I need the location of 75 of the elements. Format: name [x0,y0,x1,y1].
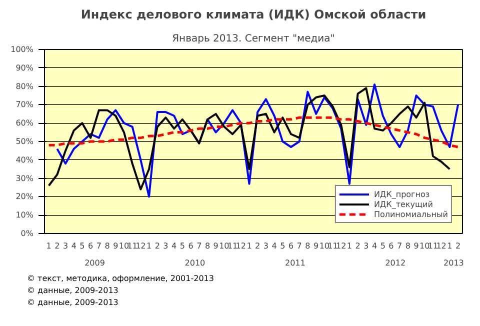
x-tick-label: 6 [188,242,194,250]
x-tick-label: 10 [219,242,230,250]
y-tick-label: 100% [10,45,34,54]
x-tick-label: 6 [388,242,394,250]
x-tick-label: 9 [314,242,319,250]
x-tick-label: 10 [118,242,130,250]
y-tick-label: 40% [16,155,34,164]
text: © данные, 2009-2013 [27,298,118,307]
x-tick-label: 9 [213,242,218,250]
x-tick-label: 4 [272,242,277,250]
x-tick-label: 8 [104,242,110,250]
x-tick-label: 12 [236,242,246,250]
x-tick-label: 11 [428,242,438,250]
x-tick-label: 9 [113,242,118,250]
x-tick-label: 12 [436,242,446,250]
x2-tick-label: 2013 [444,258,464,268]
legend-label: ИДК_текущий [374,199,433,209]
x-tick-label: 7 [196,242,202,250]
x-tick-label: 3 [364,242,369,250]
x-tick-label: 10 [319,242,330,250]
chart-subtitle: Январь 2013. Сегмент "медиа" [172,34,335,44]
y-tick-label: 60% [16,118,34,128]
legend-label: ИДК_прогноз [374,189,430,199]
y-tick-label: 30% [16,174,34,183]
x-tick-label: 5 [380,242,386,250]
x-tick-label: 1 [346,242,352,250]
x-tick-label: 8 [405,242,410,250]
x-tick-label: 6 [288,242,294,250]
x-tick-label: 6 [88,242,94,250]
x-tick-label: 1 [246,242,252,250]
y-tick-label: 80% [16,82,34,91]
x2-tick-label: 2012 [385,258,406,268]
x-tick-label: 4 [172,242,177,250]
legend-label: Полиномиальный [374,209,448,219]
x-tick-label: 7 [96,242,102,250]
y-tick-label: 0% [20,229,34,238]
line-series [48,116,460,148]
x-tick-label: 9 [414,242,419,250]
x-tick-label: 1 [146,242,152,250]
x-tick-label: 7 [296,242,302,250]
x-tick-label: 3 [62,242,68,250]
text: © данные, 2009-2013 [27,286,118,295]
x-tick-label: 12 [336,242,346,250]
x-tick-label: 2 [255,242,260,250]
y-tick-label: 20% [16,192,34,202]
x-tick-label: 11 [227,242,238,250]
x-tick-label: 11 [328,242,338,250]
y-tick-label: 70% [16,100,34,110]
x-tick-label: 7 [397,242,402,250]
x-tick-label: 8 [204,242,210,250]
chart-title: Индекс делового климата (ИДК) Омской области [80,8,426,22]
x2-tick-label: 2011 [284,258,306,268]
x-tick-label: 1 [46,242,52,250]
x-tick-label: 2 [54,242,60,250]
x-tick-label: 12 [136,242,146,250]
x-tick-label: 2 [455,242,461,250]
y-tick-label: 50% [16,137,34,146]
x-tick-label: 5 [180,242,185,250]
x-tick-label: 3 [163,242,168,250]
x-tick-label: 1 [447,242,452,250]
y-tick-label: 10% [16,210,34,220]
x-tick-label: 4 [372,242,378,250]
x-tick-label: 3 [263,242,268,250]
text: © текст, методика, оформление, 2001-2013 [27,274,214,283]
x-tick-label: 4 [71,242,76,250]
y-tick-label: 90% [16,63,34,72]
x-tick-label: 5 [80,242,85,250]
x-tick-label: 8 [305,242,310,250]
x2-tick-label: 2010 [184,258,206,268]
x-tick-label: 2 [154,242,160,250]
x-tick-label: 11 [127,242,138,250]
x2-tick-label: 2009 [84,258,105,268]
x-tick-label: 5 [280,242,286,250]
x-tick-label: 2 [355,242,360,250]
x-tick-label: 10 [420,242,430,250]
